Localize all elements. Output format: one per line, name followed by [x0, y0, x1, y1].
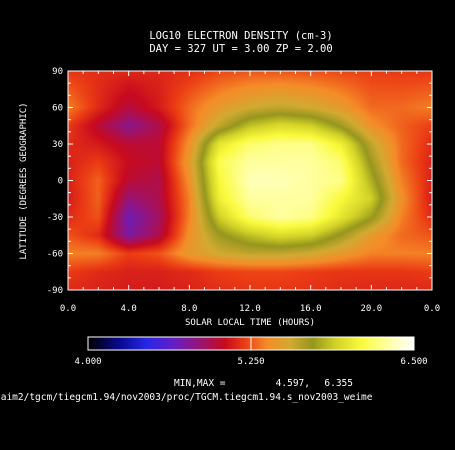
x-tick-label: 12.0 [239, 304, 261, 314]
plot-area [67, 70, 433, 291]
chart-title: LOG10 ELECTRON DENSITY (cm-3) [149, 30, 332, 42]
x-tick-label: 8.0 [181, 304, 197, 314]
y-tick-label: -30 [47, 213, 63, 223]
y-tick-label: 0 [58, 177, 63, 187]
chart-subtitle: DAY = 327 UT = 3.00 ZP = 2.00 [149, 43, 332, 55]
y-axis: 90 60 30 0 -30 -60 -90 [47, 67, 432, 296]
x-tick-label: 16.0 [300, 304, 322, 314]
x-tick-label: 20.0 [360, 304, 382, 314]
x-tick-label: 0.0 [424, 304, 440, 314]
minmax-readout: MIN,MAX = 4.597, 6.355 [174, 378, 353, 389]
y-tick-label: 90 [52, 67, 63, 77]
minmax-label: MIN,MAX = [174, 378, 226, 389]
min-value: 4.597, [276, 378, 310, 389]
colorbar: 4.000 5.250 6.500 [74, 336, 428, 367]
y-tick-label: 60 [52, 104, 63, 114]
file-path: /aim2/tgcm/tiegcm1.94/nov2003/proc/TGCM.… [0, 392, 373, 403]
colorbar-min-label: 4.000 [74, 357, 101, 367]
y-tick-label: -60 [47, 250, 63, 260]
max-value: 6.355 [324, 378, 353, 389]
y-axis-label: LATITUDE (DEGREES GEOGRAPHIC) [19, 102, 29, 259]
x-axis-label: SOLAR LOCAL TIME (HOURS) [185, 318, 315, 328]
y-tick-label: -90 [47, 286, 63, 296]
colorbar-mid-label: 5.250 [237, 357, 264, 367]
x-tick-label: 4.0 [121, 304, 137, 314]
heatmap-field [68, 71, 432, 290]
x-axis: 0.0 4.0 8.0 12.0 16.0 20.0 0.0 [60, 71, 440, 314]
y-tick-label: 30 [52, 140, 63, 150]
colorbar-max-label: 6.500 [400, 357, 427, 367]
x-tick-label: 0.0 [60, 304, 76, 314]
